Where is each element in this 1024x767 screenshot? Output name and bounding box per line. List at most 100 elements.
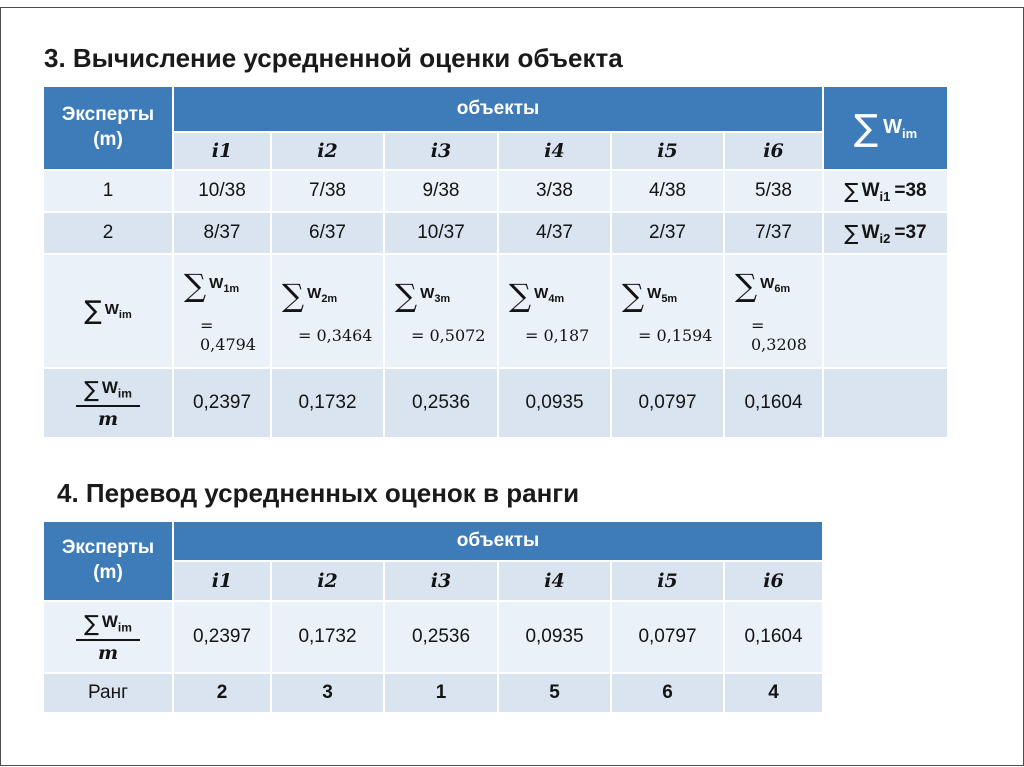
sum-row-label-cell: ∑ Wim bbox=[42, 253, 174, 369]
objects-header-cell: объекты bbox=[172, 85, 824, 133]
avg-value-cell: 0,0797 bbox=[610, 600, 725, 674]
sum-formula-value: = 0,5072 bbox=[411, 325, 486, 345]
object-col-header-i4: i4 bbox=[497, 131, 612, 171]
object-col-header-i1: i1 bbox=[172, 131, 272, 171]
w-subscript: 4m bbox=[548, 292, 565, 305]
sigma-symbol: ∑ bbox=[395, 277, 418, 314]
sigma-symbol: ∑ bbox=[844, 220, 859, 245]
w-1m-label: W1m bbox=[209, 275, 239, 295]
fraction-numerator: ∑ Wim bbox=[76, 611, 140, 641]
experts-header-line2: (m) bbox=[93, 129, 123, 150]
value-cell: 2/37 bbox=[610, 211, 725, 255]
experts-header-cell: Эксперты (m) bbox=[42, 520, 174, 602]
averaged-scores-table: Эксперты (m) объекты ∑ Wim i1 i2 i3 i4 i5… bbox=[42, 85, 949, 439]
rank-cell: 2 bbox=[172, 672, 272, 714]
avg-value-cell: 0,1732 bbox=[270, 600, 385, 674]
value-cell: 6/37 bbox=[270, 211, 385, 255]
w-base: W bbox=[101, 377, 118, 397]
expert-1-row: 1 10/38 7/38 9/38 3/38 4/38 5/38 ∑ Wi1 =38 bbox=[42, 169, 949, 213]
sum-formula: ∑ W5m bbox=[613, 277, 722, 314]
w-subscript: i1 bbox=[879, 188, 891, 204]
sigma-symbol: ∑ bbox=[184, 268, 207, 304]
value-cell: 9/38 bbox=[383, 169, 499, 213]
value-cell: 10/37 bbox=[383, 211, 499, 255]
object-col-header-i5: i5 bbox=[610, 560, 725, 602]
w-i1-label: Wi1 bbox=[862, 180, 891, 204]
experts-header-line1: Эксперты bbox=[61, 104, 155, 126]
empty-cell bbox=[822, 367, 949, 439]
sum-formula: ∑ W1m bbox=[175, 268, 269, 304]
w-subscript: im bbox=[118, 309, 132, 321]
sigma-symbol: ∑ bbox=[853, 107, 879, 149]
w-subscript: 5m bbox=[661, 292, 678, 305]
avg-value-cell: 0,2397 bbox=[172, 367, 272, 439]
sum-w-header-cell: ∑ Wim bbox=[822, 85, 949, 171]
value-cell: 3/38 bbox=[497, 169, 612, 213]
empty-cell bbox=[822, 253, 949, 369]
rank-cell: 4 bbox=[723, 672, 824, 714]
experts-header-line1: Эксперты bbox=[61, 537, 155, 559]
sum-formula-value: = 0,187 bbox=[525, 325, 590, 345]
sigma-symbol: ∑ bbox=[622, 277, 645, 314]
objects-header-cell: объекты bbox=[172, 520, 824, 562]
ranks-table: Эксперты (m) объекты i1 i2 i3 i4 i5 i6 ∑… bbox=[42, 520, 824, 714]
avg-formula: ∑ Wim m bbox=[76, 377, 140, 430]
value-cell: 8/37 bbox=[172, 211, 272, 255]
w-base: W bbox=[534, 284, 549, 302]
w-6m-label: W6m bbox=[760, 275, 791, 295]
sigma-symbol: ∑ bbox=[282, 277, 305, 314]
expert-label-cell: 1 bbox=[42, 169, 174, 213]
sum-formula: ∑ W4m bbox=[500, 278, 609, 314]
avg-formula: ∑ Wim m bbox=[76, 611, 140, 664]
section-3-title: 3. Вычисление усредненной оценки объекта bbox=[44, 43, 623, 73]
avg-value-cell: 0,2536 bbox=[383, 367, 499, 439]
sigma-symbol: ∑ bbox=[84, 611, 99, 637]
w-base: W bbox=[209, 275, 224, 292]
w-subscript: 6m bbox=[774, 283, 791, 295]
sum-formula-cell: ∑ W2m = 0,3464 bbox=[270, 253, 385, 369]
avg-value-cell: 0,0935 bbox=[497, 600, 612, 674]
w-3m-label: W3m bbox=[420, 284, 450, 305]
value-cell: 4/38 bbox=[610, 169, 725, 213]
sum-formula: ∑ W3m bbox=[386, 277, 496, 314]
avg-formula-cell: ∑ Wim m bbox=[42, 600, 174, 674]
experts-header-line2: (m) bbox=[93, 562, 123, 583]
avg-value-cell: 0,2397 bbox=[172, 600, 272, 674]
object-col-header-i6: i6 bbox=[723, 560, 824, 602]
row-sum-cell: ∑ Wi2 =37 bbox=[822, 211, 949, 255]
experts-header-cell: Эксперты (m) bbox=[42, 85, 174, 171]
value-cell: 7/38 bbox=[270, 169, 385, 213]
avg-value-cell: 0,1604 bbox=[723, 600, 824, 674]
w-base: W bbox=[760, 275, 775, 292]
sum-formula-value: = 0,4794 bbox=[200, 316, 256, 354]
table2-header-row: Эксперты (m) объекты bbox=[42, 520, 824, 602]
sigma-symbol: ∑ bbox=[735, 268, 758, 304]
object-col-header-i2: i2 bbox=[270, 560, 385, 602]
w-i2-label: Wi2 bbox=[861, 221, 891, 246]
object-col-header-i6: i6 bbox=[723, 131, 824, 171]
avg-value-cell: 0,0797 bbox=[610, 367, 725, 439]
object-col-header-i3: i3 bbox=[383, 560, 499, 602]
table2-object-columns-row: i1 i2 i3 i4 i5 i6 bbox=[43, 560, 824, 602]
sum-formula-cell: ∑ W6m = 0,3208 bbox=[723, 253, 824, 369]
column-sums-row: ∑ Wim ∑ W1m = 0,4794 ∑ W2m = 0,3464 ∑ W3m = … bbox=[42, 253, 949, 369]
fraction-denominator: m bbox=[97, 407, 119, 430]
fraction-denominator: m bbox=[97, 641, 119, 664]
w-base: W bbox=[647, 284, 662, 302]
sigma-symbol: ∑ bbox=[844, 178, 859, 203]
avg-value-cell: 0,1732 bbox=[270, 367, 385, 439]
value-cell: 4/37 bbox=[497, 211, 612, 255]
w-2m-label: W2m bbox=[307, 285, 337, 305]
sum-formula-value: = 0,3464 bbox=[298, 325, 373, 345]
w-base: W bbox=[420, 284, 435, 302]
w-base: W bbox=[861, 221, 880, 243]
row-sum-value: =38 bbox=[894, 179, 927, 201]
value-cell: 10/38 bbox=[172, 169, 272, 213]
avg-value-cell: 0,2536 bbox=[383, 600, 499, 674]
avg-value-cell: 0,0935 bbox=[497, 367, 612, 439]
sum-formula: ∑ W2m bbox=[273, 277, 382, 314]
expert-label-cell: 2 bbox=[42, 211, 174, 255]
expert-2-row: 2 8/37 6/37 10/37 4/37 2/37 7/37 ∑ Wi2 =37 bbox=[42, 211, 949, 255]
rank-cell: 5 bbox=[497, 672, 612, 714]
sum-formula-cell: ∑ W1m = 0,4794 bbox=[172, 253, 272, 369]
